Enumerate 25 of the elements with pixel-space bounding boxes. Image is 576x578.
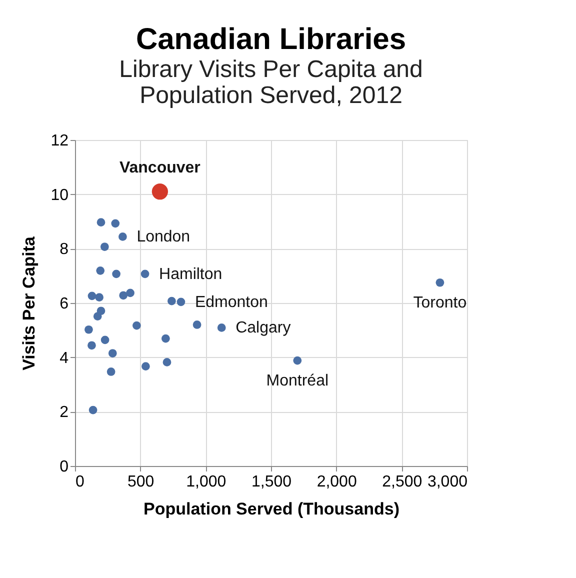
y-tick-label: 2 bbox=[60, 404, 69, 422]
x-tick-label: 500 bbox=[127, 474, 154, 490]
y-tick-label: 6 bbox=[60, 296, 69, 312]
x-tick-label: 2,500 bbox=[382, 474, 422, 490]
y-tick-label: 12 bbox=[50, 132, 69, 150]
x-tick-label: 0 bbox=[76, 474, 84, 490]
y-axis-title: Visits Per Capita bbox=[20, 236, 39, 370]
x-tick-label: 1,000 bbox=[186, 474, 226, 490]
x-tick-label: 2,000 bbox=[316, 474, 357, 490]
annotation: Montréal bbox=[266, 372, 329, 390]
x-tick-label: 3,000 bbox=[427, 474, 468, 490]
annotation: Calgary bbox=[236, 320, 291, 337]
y-tick-label: 10 bbox=[50, 186, 69, 204]
x-tick-label: 1,500 bbox=[251, 474, 292, 490]
y-tick-label: 8 bbox=[60, 241, 69, 258]
chart-subtitle: Library Visits Per Capita and Population Served, 2012 bbox=[119, 56, 423, 109]
annotation: Edmonton bbox=[194, 294, 268, 311]
y-tick-label: 0 bbox=[60, 458, 69, 476]
annotation: Vancouver bbox=[119, 160, 200, 177]
y-tick-label: 4 bbox=[60, 350, 69, 367]
annotation: Toronto bbox=[413, 294, 467, 312]
annotation: London bbox=[136, 228, 190, 246]
annotation: Hamilton bbox=[159, 266, 222, 283]
chart-title: Canadian Libraries bbox=[136, 23, 406, 56]
x-axis-title: Population Served (Thousands) bbox=[144, 500, 400, 518]
